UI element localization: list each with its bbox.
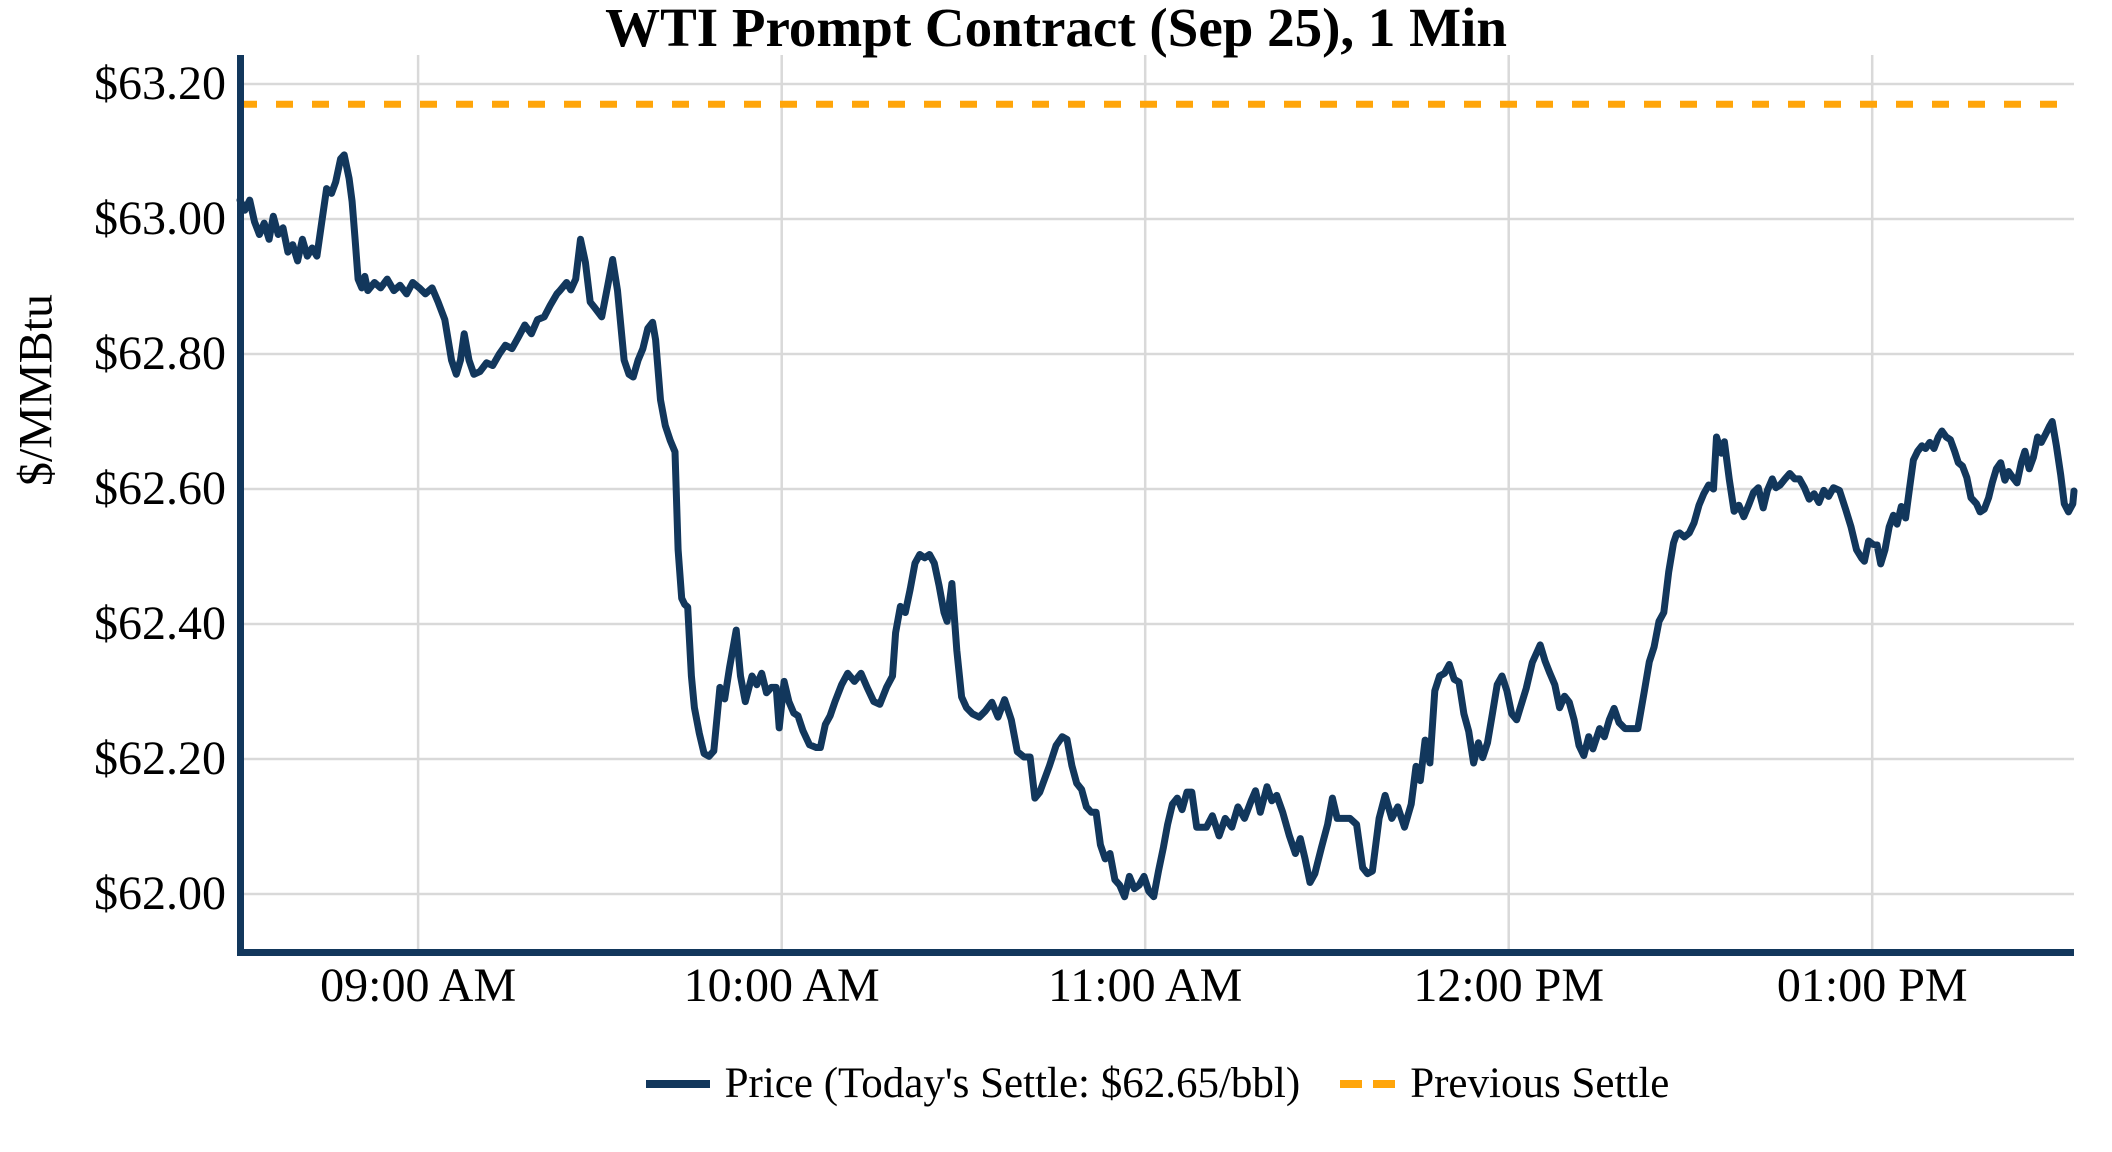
x-tick-label: 11:00 AM bbox=[1048, 959, 1243, 1012]
x-tick-label: 09:00 AM bbox=[320, 959, 517, 1012]
y-tick-label: $63.00 bbox=[94, 192, 226, 246]
legend-previous-settle-label: Previous Settle bbox=[1410, 1060, 1670, 1107]
y-tick-label: $62.00 bbox=[94, 866, 226, 920]
x-tick-label: 01:00 PM bbox=[1776, 959, 1968, 1012]
x-tick-label: 12:00 PM bbox=[1413, 959, 1605, 1012]
price-line bbox=[236, 151, 2078, 901]
y-tick-label: $62.20 bbox=[94, 731, 226, 785]
previous-settle-swatch-icon bbox=[1340, 1080, 1397, 1088]
y-tick-label: $62.80 bbox=[94, 327, 226, 380]
y-tick-label: $62.40 bbox=[94, 596, 226, 650]
x-tick-label: 10:00 AM bbox=[683, 959, 880, 1012]
legend-price-label: Price (Today's Settle: $62.65/bbl) bbox=[724, 1060, 1301, 1107]
chart-legend: Price (Today's Settle: $62.65/bbl) Previ… bbox=[240, 1058, 2074, 1110]
y-tick-label: $63.20 bbox=[94, 57, 226, 111]
y-tick-label: $62.60 bbox=[94, 462, 226, 515]
chart-title: WTI Prompt Contract (Sep 25), 1 Min bbox=[605, 0, 1507, 58]
price-line-swatch-icon bbox=[645, 1080, 710, 1088]
